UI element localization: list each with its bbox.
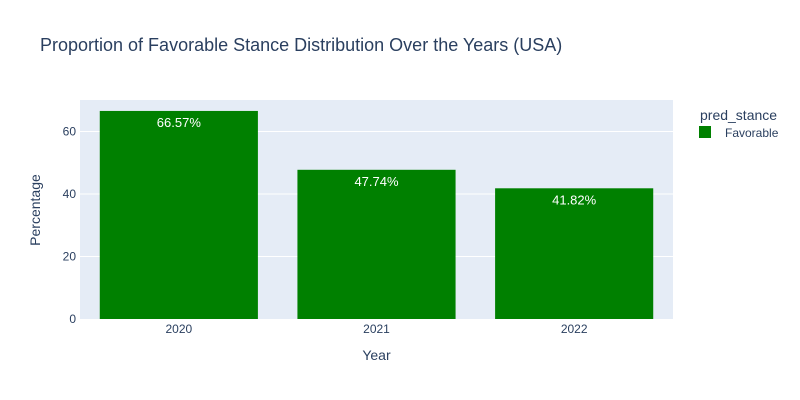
y-axis-title: Percentage [27,174,43,246]
x-tick-label-2022: 2022 [561,322,588,336]
chart-title: Proportion of Favorable Stance Distribut… [40,35,562,55]
y-tick-label: 20 [63,249,77,263]
x-tick-label-2020: 2020 [165,322,192,336]
bar-value-label-2021: 47.74% [354,174,399,189]
legend-title: pred_stance [700,107,777,123]
x-tick-label-2021: 2021 [363,322,390,336]
y-tick-label: 0 [69,312,76,326]
y-tick-label: 60 [63,124,77,138]
legend-label: Favorable [725,126,779,140]
bar-2022[interactable] [495,188,654,319]
x-axis-title: Year [362,347,391,363]
x-axis-ticks: 2020 2021 2022 [165,322,587,336]
bars [99,110,654,320]
bar-2021[interactable] [297,169,456,319]
legend-item-favorable[interactable]: Favorable [699,126,779,140]
y-tick-label: 40 [63,187,77,201]
legend-swatch [699,126,711,138]
y-axis-ticks: 0 20 40 60 [63,124,77,326]
bar-2020[interactable] [99,110,258,320]
bar-value-label-2020: 66.57% [157,115,202,130]
bar-value-labels: 66.57% 47.74% 41.82% [157,115,597,207]
bar-value-label-2022: 41.82% [552,192,597,207]
